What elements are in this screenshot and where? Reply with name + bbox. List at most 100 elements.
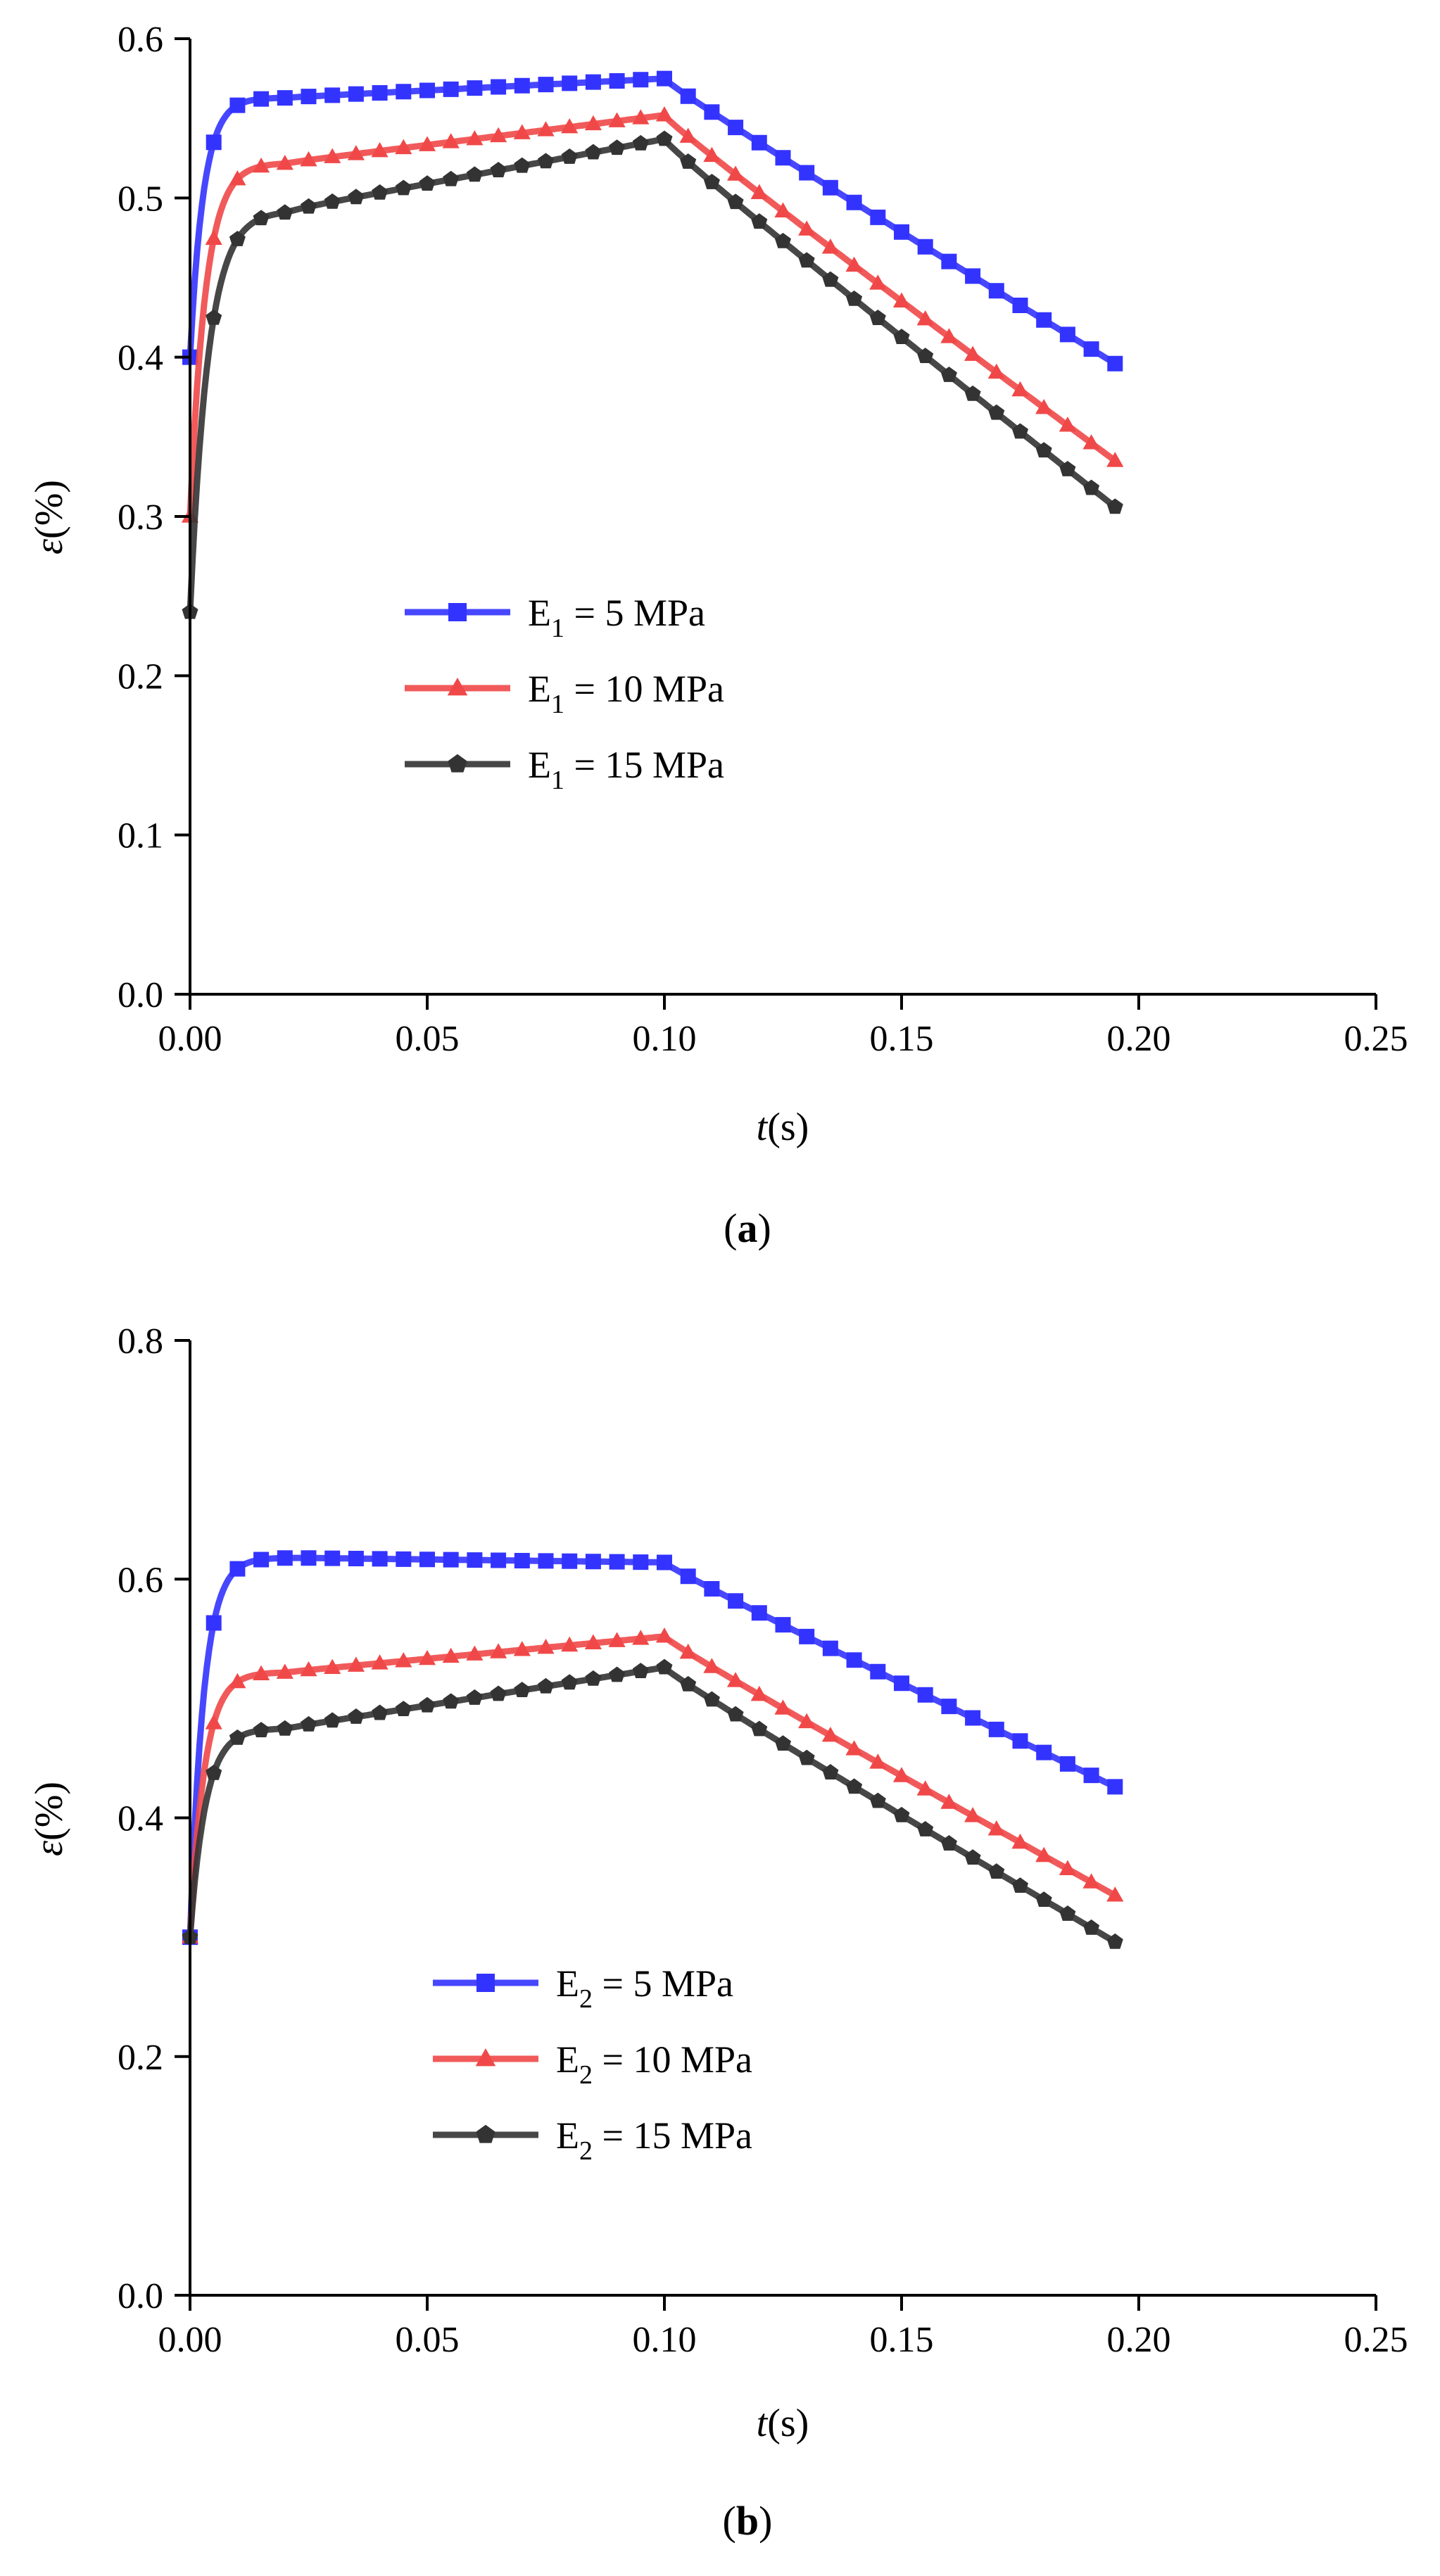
- panel-a-series-2-point: [347, 145, 365, 160]
- panel-b-series-1-point: [965, 1710, 981, 1726]
- panel-b-series-2-point: [987, 1820, 1005, 1836]
- panel-b-series-2-point: [798, 1713, 816, 1729]
- panel-b-legend-label-rest: = 5 MPa: [593, 1962, 733, 2005]
- panel-a-series-1-point: [514, 77, 530, 94]
- panel-a-series-2-point: [821, 239, 839, 254]
- panel-b-series-2-point: [892, 1767, 911, 1782]
- panel-a-series-3: [182, 130, 1123, 619]
- panel-b-series-2-point: [205, 1714, 222, 1730]
- panel-b-series-1-point: [1059, 1756, 1075, 1772]
- panel-b-legend-label: E2 = 5 MPa: [556, 1962, 733, 2014]
- panel-b-series-3-point: [537, 1677, 555, 1694]
- panel-b-series-3-point: [727, 1706, 744, 1722]
- panel-a-series-2-point: [324, 148, 341, 163]
- panel-b-series-3-point: [585, 1670, 602, 1686]
- panel-a-legend-item-2: E1 = 10 MPa: [405, 668, 724, 719]
- panel-b-chart: 0.00 0.05 0.10 0.15 0.20 0.250.00.20.40.60.8 …: [27, 1321, 1408, 2544]
- panel-a-series-2-point: [964, 345, 982, 361]
- panel-b-series-1-point: [562, 1553, 578, 1569]
- panel-a-legend-item-1: E1 = 5 MPa: [405, 592, 705, 643]
- panel-a-legend-label-rest: = 15 MPa: [564, 744, 724, 786]
- panel-a-series-3-point: [869, 310, 886, 325]
- panel-a-series-1-point: [917, 239, 933, 255]
- panel-b-legend-label: E2 = 15 MPa: [556, 2114, 752, 2166]
- panel-b-series-1-point: [585, 1554, 601, 1570]
- panel-a-series-2-point: [1059, 417, 1076, 432]
- panel-a-ticks: 0.00 0.05 0.10 0.15 0.20 0.25 0.0 0.1 0.2 0.3 0.4 0…: [118, 20, 1408, 1059]
- panel-b-ylabel-unit: (%): [27, 1782, 71, 1841]
- panel-b-series-1-point: [419, 1552, 435, 1568]
- panel-a-legend-label-rest: = 10 MPa: [564, 668, 724, 710]
- panel-a-legend-label-sub: 1: [551, 766, 564, 795]
- panel-b-series-3-point: [751, 1720, 768, 1737]
- panel-a-series-3-point: [443, 170, 460, 186]
- panel-b-series-1-point: [443, 1552, 459, 1568]
- panel-b-series-1-point: [609, 1554, 625, 1570]
- panel-a-series-3-point: [822, 271, 839, 287]
- panel-a-legend-swatch-marker: [447, 678, 468, 696]
- panel-a-series-1-point: [1083, 341, 1099, 357]
- panel-a-xlabel-symbol: t: [757, 1105, 769, 1149]
- panel-b-series-2-point: [964, 1807, 982, 1822]
- panel-b-series-3-point: [348, 1708, 365, 1724]
- panel-b-legend-label-sub: 2: [579, 2060, 593, 2090]
- panel-b-legend-label-base: E: [556, 2114, 579, 2157]
- panel-a-series-2-point: [1035, 398, 1053, 414]
- panel-a-series-1-point: [585, 74, 601, 90]
- panel-a-legend-item-3: E1 = 15 MPa: [405, 744, 724, 795]
- panel-b-series-3-point: [1083, 1919, 1100, 1935]
- panel-a-series-2-point: [442, 133, 460, 148]
- panel-a-series-2-point: [892, 292, 911, 307]
- panel-a-legend-label-base: E: [528, 744, 551, 786]
- panel-a-series-1-point: [1012, 297, 1028, 313]
- panel-a-series-3-point: [1059, 460, 1076, 476]
- panel-b-series-1-point: [1083, 1768, 1099, 1784]
- panel-a-series-1-point: [704, 104, 720, 120]
- panel-b-series-3-point: [300, 1715, 317, 1732]
- panel-b-series-1-point: [277, 1550, 293, 1566]
- panel-b-legend-label: E2 = 10 MPa: [556, 2038, 752, 2090]
- panel-a-series-3-point: [680, 153, 697, 169]
- panel-a-series-3-point: [632, 134, 649, 151]
- panel-b-series-2-point: [1035, 1846, 1053, 1863]
- panel-a-series-layer: [181, 70, 1124, 619]
- panel-b-y-axis-title: ε(%): [27, 1782, 71, 1856]
- panel-b-ticks: 0.00 0.05 0.10 0.15 0.20 0.25 0.0 0.2 0.4 0.6 0.8: [118, 1321, 1408, 2360]
- panel-b-legend-label-sub: 2: [579, 1984, 593, 2014]
- panel-b-legend-item-3: E2 = 15 MPa: [433, 2114, 752, 2166]
- panel-b-series-2-point: [253, 1665, 270, 1681]
- panel-b-series-1-point: [822, 1640, 838, 1656]
- panel-a-series-2-point: [561, 118, 579, 134]
- panel-b-series-3-point: [372, 1704, 389, 1720]
- panel-a-y-tick-label: 0.0: [118, 975, 163, 1015]
- panel-b-series-1-point: [633, 1554, 649, 1571]
- panel-b-series-3-point: [964, 1849, 981, 1865]
- panel-a-series-1-point: [1036, 312, 1052, 328]
- panel-b-series-3-point: [466, 1689, 483, 1705]
- panel-b-series-2-point: [869, 1753, 887, 1769]
- panel-a-series-1-point: [372, 84, 388, 101]
- panel-b-series-3-point: [443, 1693, 460, 1709]
- panel-a-y-tick-label: 0.1: [118, 816, 163, 856]
- panel-b-series-2-point: [418, 1649, 436, 1665]
- panel-a-series-3-point: [419, 175, 436, 191]
- panel-a-series-2-point: [205, 229, 222, 246]
- panel-a-series-2-point: [371, 141, 389, 158]
- panel-b-x-axis-title: t(s): [757, 2401, 809, 2445]
- panel-b-series-1-point: [514, 1552, 530, 1568]
- panel-b-series-3-point: [324, 1712, 341, 1728]
- panel-b-series-3-line: [187, 1664, 1117, 1945]
- panel-a-series-3-point: [324, 193, 341, 209]
- panel-b-series-1-point: [846, 1652, 862, 1668]
- panel-b-series-1-point: [680, 1568, 696, 1585]
- panel-b-series-2-point: [774, 1699, 792, 1715]
- panel-b-series-3-point: [490, 1685, 507, 1701]
- panel-b-x-tick-label: 0.05: [396, 2320, 460, 2360]
- panel-a-series-1-point: [988, 283, 1004, 299]
- panel-a-series-1-point: [799, 165, 815, 181]
- panel-a-series-1-point: [846, 194, 862, 210]
- panel-b-caption-letter: b: [736, 2498, 759, 2544]
- panel-b-series-1-point: [396, 1551, 412, 1567]
- panel-b-series-1: [182, 1550, 1123, 1946]
